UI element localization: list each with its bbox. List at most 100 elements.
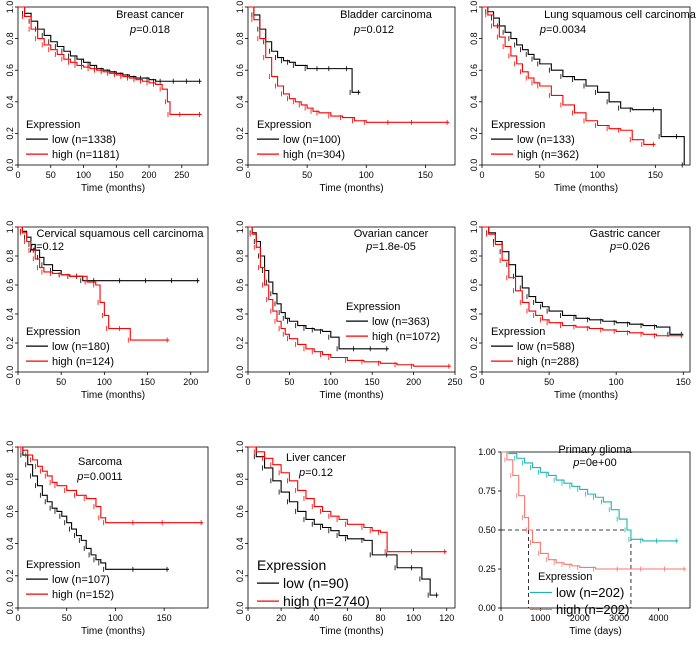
y-tick-label: 0.2 [235,337,245,350]
series-line-high [18,446,204,524]
p-value-text: =0.0011 [83,471,122,483]
panel-title: Primary glioma [558,444,632,456]
y-tick-label: 0.6 [5,64,15,77]
x-tick-label: 120 [439,613,454,623]
panel-title: Ovarian cancer [354,228,429,240]
y-tick-label: 0.8 [235,250,245,263]
y-tick-label: 1.0 [5,441,15,454]
y-tick-label: 0.75 [478,486,496,496]
panel-title: Bladder carcinoma [340,9,433,21]
x-tick-label: 150 [140,377,155,387]
y-tick-label: 0.2 [469,337,479,350]
x-tick-label: 0 [15,170,20,180]
x-tick-label: 100 [359,170,374,180]
x-tick-label: 100 [76,170,91,180]
p-value-symbol: p [365,241,372,253]
x-tick-label: 150 [365,377,380,387]
x-tick-label: 100 [406,613,421,623]
y-tick-label: 0.2 [469,127,479,140]
x-axis-label: Time (months) [554,390,618,401]
y-tick-label: 1.0 [235,441,245,454]
plot-frame [17,226,209,373]
y-tick-label: 0.6 [235,64,245,77]
x-tick-label: 100 [97,377,112,387]
plot-frame [17,6,209,166]
p-value-text: =0.12 [36,241,64,253]
x-tick-label: 1000 [530,613,550,623]
km-panel-2: 0.0 0.2 0.4 0.6 0.8 1.0 0 50 100 150 Time (months)… [235,1,456,194]
x-tick-label: 200 [183,377,198,387]
p-value-text: =0.018 [136,24,170,36]
km-panel-3: 0.0 0.2 0.4 0.6 0.8 1.0 0 50 100 150 Time (months)… [469,1,697,194]
panel-title: Breast cancer [116,9,184,21]
x-tick-label: 2000 [570,613,590,623]
x-axis-label: Time (months) [81,183,145,194]
y-tick-label: 0.0 [235,159,245,172]
p-value-symbol: p [353,24,360,36]
km-panel-7: 0.0 0.2 0.4 0.6 0.8 1.0 0 50 100 150 Time (months)… [5,441,209,637]
x-tick-label: 80 [375,613,385,623]
series-line-high [18,226,170,341]
y-tick-label: 0.2 [5,337,15,350]
y-tick-label: 0.2 [5,570,15,583]
legend-entry: low (n=588) [517,341,575,353]
y-tick-label: 0.0 [5,159,15,172]
y-tick-label: 0.0 [5,366,15,379]
x-tick-label: 4000 [648,613,668,623]
x-tick-label: 0 [479,377,484,387]
x-tick-label: 50 [302,170,312,180]
km-panel-5: 0.0 0.2 0.4 0.6 0.8 1.0 0 50 100 150 200 250 Time (m… [235,221,463,401]
x-tick-label: 0 [15,613,20,623]
x-axis-label: Time (months) [81,626,145,637]
y-tick-label: 1.0 [469,221,479,234]
legend-entry: low (n=363) [372,316,430,328]
p-value-text: =0e+00 [579,457,616,469]
legend-entry: high (n=1181) [52,149,119,161]
y-tick-label: 0.50 [478,525,496,535]
legend-entry: low (n=180) [52,341,110,353]
p-value: p=0.012 [353,24,394,36]
x-tick-label: 60 [342,613,352,623]
y-tick-label: 0.8 [235,473,245,486]
x-axis-label: Time (months) [319,626,383,637]
y-tick-label: 0.00 [478,603,496,613]
y-tick-label: 0.8 [5,473,15,486]
legend-title: Expression [257,557,326,573]
x-axis-label: Time (months) [81,390,145,401]
x-tick-label: 0 [15,377,20,387]
plot-frame [247,446,456,609]
x-tick-label: 50 [56,377,66,387]
x-tick-label: 0 [479,170,484,180]
y-tick-label: 0.6 [5,505,15,518]
panel-title: Sarcoma [78,456,123,468]
x-tick-label: 0 [245,613,250,623]
p-value-symbol: p [29,241,36,253]
x-tick-label: 150 [418,170,433,180]
legend-entry: low (n=107) [52,574,110,586]
legend-entry: high (n=362) [517,149,579,161]
legend-title: Expression [491,326,545,338]
y-tick-label: 0.4 [5,96,15,109]
legend-entry: high (n=202) [556,602,629,617]
legend-title: Expression [257,119,311,131]
series-line-high [501,451,687,570]
p-value-symbol: p [298,467,305,479]
p-value-symbol: p [129,24,136,36]
x-tick-label: 200 [142,170,157,180]
y-tick-label: 1.0 [235,221,245,234]
series-line-high [248,226,451,367]
x-tick-label: 0 [498,613,503,623]
km-panel-6: 0.0 0.2 0.4 0.6 0.8 1.0 0 50 100 150 Time (months)… [469,221,691,401]
legend-entry: high (n=288) [517,356,579,368]
p-value: p=0e+00 [572,457,616,469]
p-value-symbol: p [539,24,546,36]
y-tick-label: 0.0 [469,366,479,379]
x-tick-label: 100 [108,613,123,623]
y-tick-label: 0.4 [469,308,479,321]
plot-frame [17,446,209,609]
p-value-text: =0.12 [305,467,333,479]
plot-frame [481,6,691,166]
p-value: p=0.026 [609,241,650,253]
y-tick-label: 0.6 [469,64,479,77]
km-panel-9: 0.00 0.25 0.50 0.75 1.00 0 1000 2000 3000 4000 Tim… [478,444,691,637]
